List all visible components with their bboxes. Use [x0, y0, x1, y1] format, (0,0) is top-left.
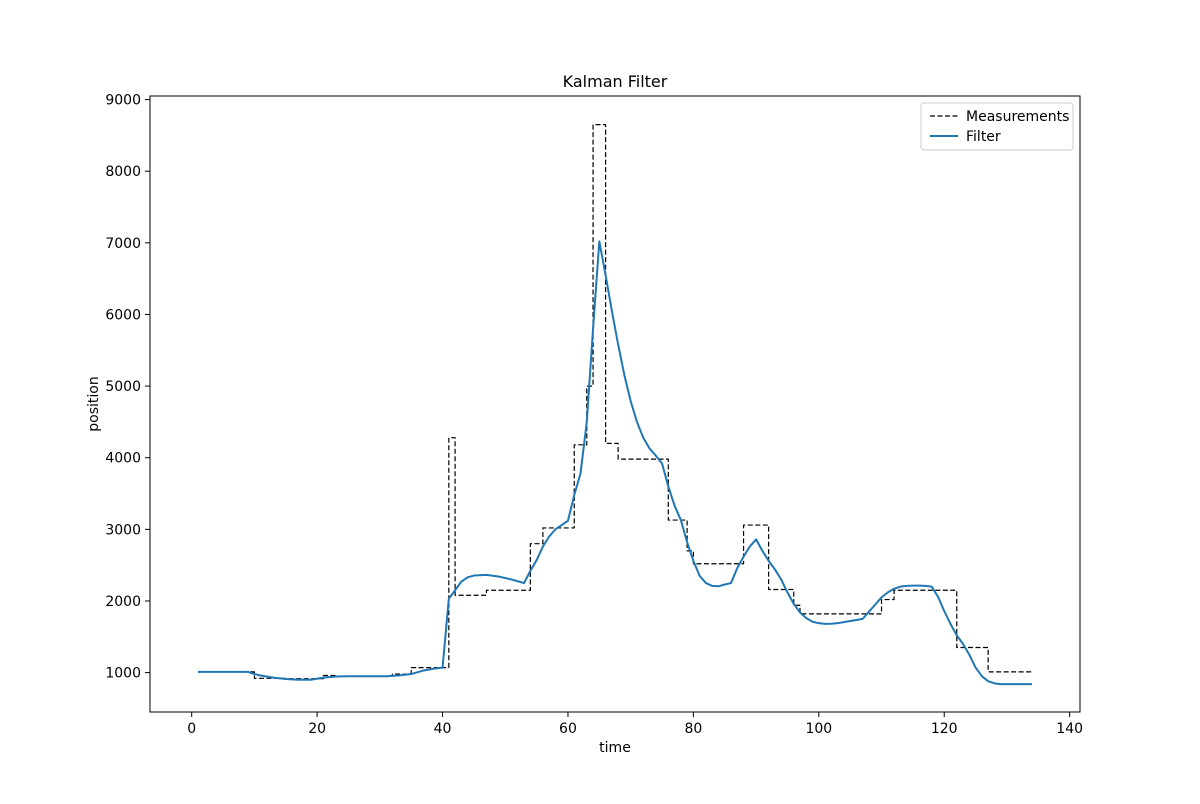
- x-tick-label: 140: [1056, 721, 1083, 737]
- x-tick-label: 60: [559, 721, 577, 737]
- y-tick-label: 9000: [105, 93, 141, 109]
- x-tick-label: 40: [434, 721, 452, 737]
- legend: Measurements Filter: [920, 102, 1074, 151]
- x-tick-label: 20: [308, 721, 326, 737]
- x-tick-label: 80: [684, 721, 702, 737]
- y-tick-label: 4000: [105, 451, 141, 467]
- legend-frame: [920, 102, 1074, 151]
- x-tick-label: 120: [931, 721, 958, 737]
- y-tick-label: 2000: [105, 594, 141, 610]
- measurements-line: [197, 124, 1033, 680]
- plot-layer: Kalman Filter 0 20 40 60 80 100 120 140 1000 2000 3…: [86, 72, 1083, 756]
- y-tick-label: 8000: [105, 164, 141, 180]
- y-tick-label: 6000: [105, 307, 141, 323]
- y-tick-label: 1000: [105, 666, 141, 682]
- plot-frame: [149, 95, 1081, 713]
- series-layer: [197, 124, 1033, 686]
- chart-title: Kalman Filter: [563, 72, 668, 91]
- y-tick-label: 5000: [105, 379, 141, 395]
- x-tick-label: 0: [187, 721, 196, 737]
- x-axis-label: time: [599, 740, 631, 756]
- y-axis-label: position: [86, 376, 102, 431]
- x-tick-label: 100: [805, 721, 832, 737]
- y-tick-label: 3000: [105, 522, 141, 538]
- y-tick-label: 7000: [105, 236, 141, 252]
- legend-measurements-label: Measurements: [966, 109, 1069, 125]
- filter-line: [197, 240, 1033, 686]
- legend-filter-label: Filter: [966, 129, 1001, 145]
